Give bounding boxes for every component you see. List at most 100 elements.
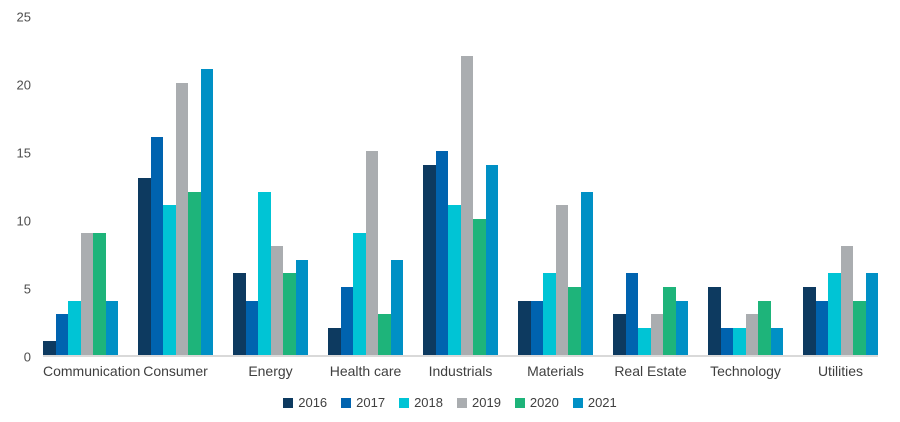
bar-2016-communication [43, 341, 56, 355]
y-tick-label-20: 20 [16, 77, 31, 93]
bar-2016-consumer [138, 178, 151, 355]
bar-2017-materials [530, 300, 543, 355]
bar-2019-industrials [460, 55, 473, 355]
legend-swatch-2021 [572, 397, 583, 408]
legend-item-2018: 2018 [399, 396, 443, 409]
x-label-materials: Materials [527, 363, 584, 379]
y-axis: 0 5 10 15 20 25 [0, 11, 31, 364]
bar-2018-health-care [353, 232, 366, 355]
bar-2020-utilities [853, 300, 866, 355]
x-label-industrials: Industrials [428, 363, 493, 379]
bar-2016-real-estate [613, 314, 626, 355]
legend-item-2020: 2020 [514, 395, 559, 410]
bar-2018-technology [733, 327, 746, 355]
bar-2019-communication [80, 232, 93, 355]
bar-2020-real-estate [663, 287, 676, 355]
bar-2017-utilities [815, 300, 828, 355]
y-tick-label-10: 10 [16, 213, 31, 229]
bar-group-materials [518, 17, 593, 355]
bar-2021-materials [580, 191, 593, 355]
bar-2018-real-estate [638, 327, 651, 355]
legend-swatch-2017 [341, 397, 352, 408]
x-label-health-care: Health care [329, 363, 402, 379]
legend-item-2016: 2016 [283, 396, 327, 409]
bar-group-real-estate [613, 17, 688, 355]
bar-group-communication [43, 17, 118, 355]
bar-2021-consumer [200, 69, 213, 355]
bar-group-consumer [138, 17, 213, 355]
bar-2018-consumer [163, 205, 176, 355]
x-label-technology: Technology [710, 363, 781, 379]
bar-2017-health-care [340, 287, 353, 355]
bar-2016-materials [518, 300, 531, 355]
bar-2019-consumer [175, 83, 188, 355]
x-label-utilities: Utilities [817, 363, 864, 379]
legend-swatch-2016 [283, 397, 294, 408]
x-label-real-estate: Real Estate [614, 363, 687, 379]
bar-2020-technology [758, 300, 771, 355]
legend-label-2019: 2019 [472, 395, 501, 410]
bar-2019-utilities [840, 246, 853, 355]
bar-2019-energy [270, 246, 283, 355]
bar-2016-industrials [423, 164, 436, 355]
bar-2021-communication [105, 300, 118, 355]
legend: 2016 2017 2018 2019 2020 2021 [0, 396, 900, 409]
bar-2017-technology [720, 327, 733, 355]
bar-2021-industrials [485, 164, 498, 355]
legend-swatch-2018 [399, 397, 410, 408]
x-label-energy: Energy [248, 363, 293, 379]
bar-2020-communication [93, 232, 106, 355]
x-label-consumer: Consumer [143, 363, 208, 379]
y-tick-label-25: 25 [16, 9, 31, 25]
bar-2018-industrials [448, 205, 461, 355]
bar-2018-materials [543, 273, 556, 355]
y-tick-label-0: 0 [23, 349, 31, 365]
legend-item-2019: 2019 [457, 396, 501, 409]
bar-2016-health-care [328, 327, 341, 355]
bar-2019-health-care [365, 151, 378, 355]
legend-swatch-2019 [457, 397, 467, 408]
y-tick-label-5: 5 [23, 281, 31, 297]
bar-2020-industrials [473, 219, 486, 355]
bar-2017-consumer [150, 137, 163, 355]
bar-2019-technology [745, 314, 758, 355]
bar-2018-utilities [828, 273, 841, 355]
bar-2021-utilities [865, 273, 878, 355]
bar-2016-technology [708, 287, 721, 355]
bar-2017-energy [245, 300, 258, 355]
bar-2021-health-care [390, 259, 403, 355]
bar-group-health-care [328, 17, 403, 355]
x-label-communication: Communication [43, 363, 141, 379]
legend-item-2017: 2017 [341, 396, 385, 409]
bar-2021-technology [770, 327, 783, 355]
bar-group-energy [233, 17, 308, 355]
bar-2020-materials [568, 287, 581, 355]
bar-2019-materials [555, 205, 568, 355]
bar-2018-energy [258, 191, 271, 355]
bar-2021-energy [295, 259, 308, 355]
bar-group-technology [708, 17, 783, 355]
bar-2016-energy [233, 273, 246, 355]
bar-2020-consumer [188, 191, 201, 355]
bar-2020-energy [283, 273, 296, 355]
legend-label-2016: 2016 [298, 395, 328, 410]
bar-2017-communication [55, 314, 68, 355]
bar-2019-real-estate [650, 314, 663, 355]
legend-swatch-2020 [514, 397, 525, 408]
bar-2020-health-care [378, 314, 391, 355]
legend-label-2021: 2021 [587, 395, 617, 410]
legend-item-2021: 2021 [572, 395, 617, 410]
plot-area [43, 17, 878, 357]
bar-group-industrials [423, 17, 498, 355]
legend-label-2020: 2020 [529, 395, 559, 410]
legend-label-2017: 2017 [356, 395, 386, 410]
bar-group-utilities [803, 17, 878, 355]
x-axis: Communication Consumer Energy Health care In… [43, 363, 878, 379]
y-tick-label-15: 15 [16, 145, 31, 161]
bar-2016-utilities [803, 287, 816, 355]
bar-2021-real-estate [675, 300, 688, 355]
bar-2018-communication [68, 300, 81, 355]
bar-2017-industrials [435, 151, 448, 355]
legend-label-2018: 2018 [414, 395, 443, 410]
